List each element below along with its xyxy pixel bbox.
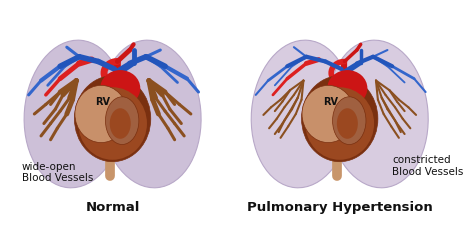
Ellipse shape [110, 108, 131, 139]
Ellipse shape [24, 40, 125, 188]
Ellipse shape [337, 108, 358, 139]
Ellipse shape [251, 40, 352, 188]
Ellipse shape [301, 76, 378, 162]
Text: Normal: Normal [85, 201, 140, 214]
Ellipse shape [74, 76, 151, 162]
Ellipse shape [305, 87, 374, 160]
Ellipse shape [328, 40, 428, 188]
Text: RV: RV [96, 96, 110, 106]
Ellipse shape [328, 70, 367, 106]
Ellipse shape [333, 97, 366, 145]
Text: RV: RV [323, 96, 337, 106]
Ellipse shape [100, 70, 140, 106]
Text: constricted
Blood Vessels: constricted Blood Vessels [392, 155, 464, 177]
Text: wide-open
Blood Vessels: wide-open Blood Vessels [22, 162, 93, 183]
Ellipse shape [75, 85, 128, 143]
Ellipse shape [105, 97, 139, 145]
Ellipse shape [302, 85, 355, 143]
Text: Pulmonary Hypertension: Pulmonary Hypertension [247, 201, 433, 214]
Ellipse shape [78, 87, 147, 160]
Ellipse shape [100, 40, 201, 188]
